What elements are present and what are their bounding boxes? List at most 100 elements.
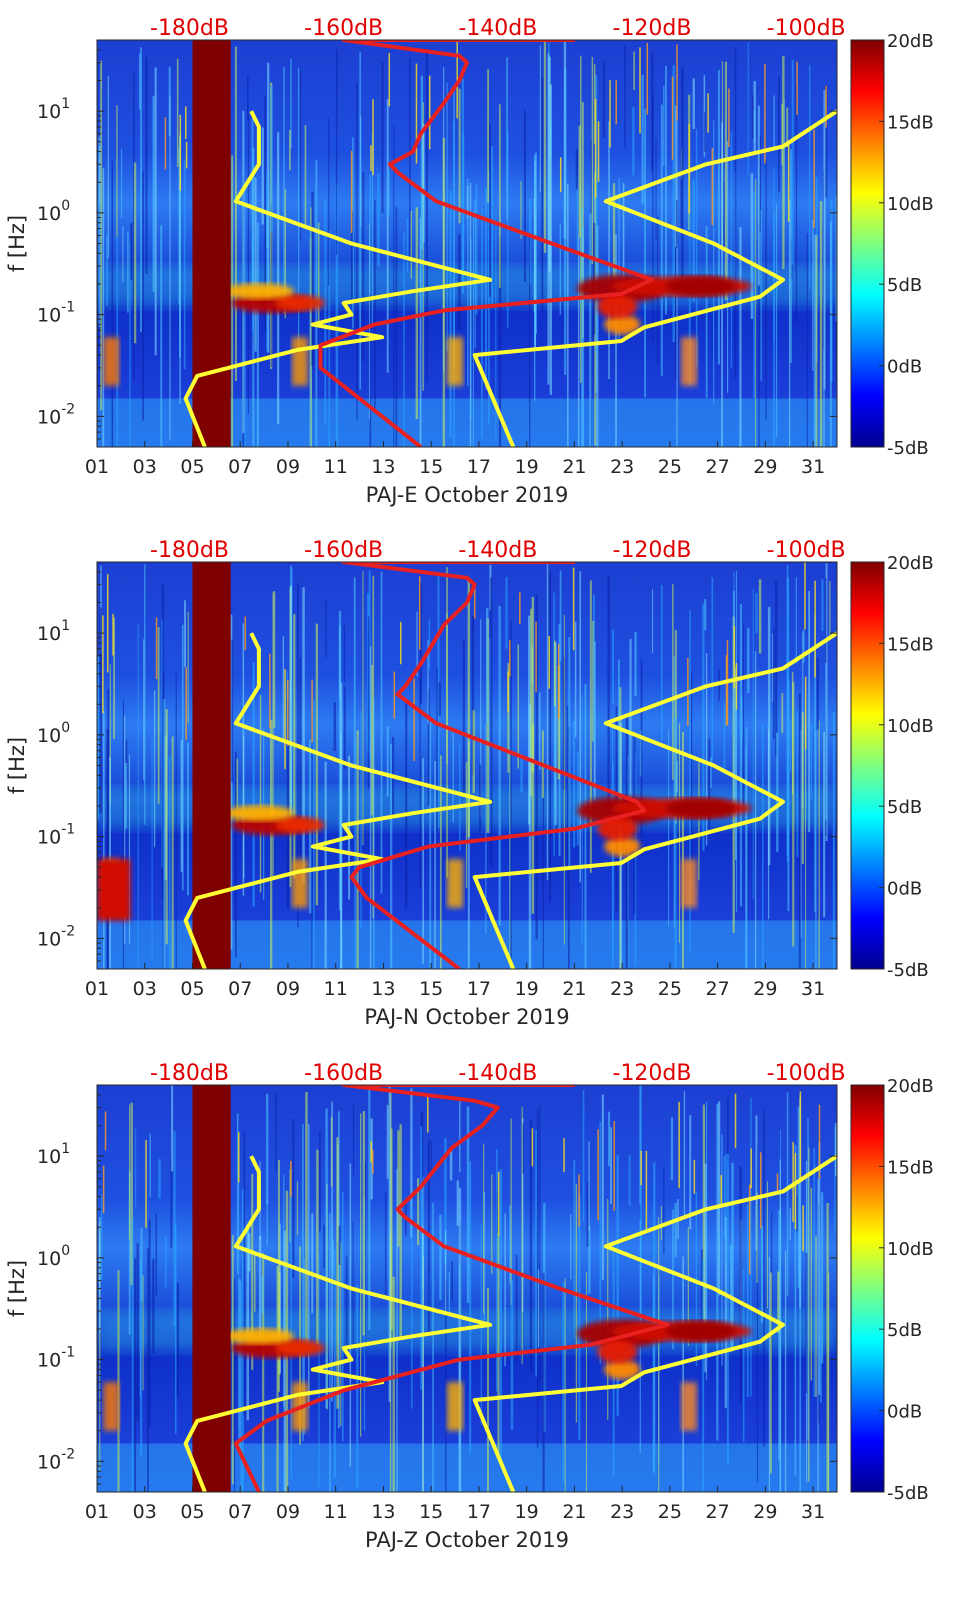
spectrogram-streak xyxy=(634,631,637,697)
spectrogram-streak xyxy=(444,1138,447,1265)
spectrogram-streak xyxy=(422,123,425,243)
spectrogram-streak xyxy=(97,656,100,821)
spectrogram-streak xyxy=(99,1217,101,1333)
y-tick-exponent: -1 xyxy=(61,1345,75,1361)
spectrogram-streak xyxy=(755,1115,758,1251)
low-frequency-hot-column xyxy=(447,337,464,386)
spectrogram-streak xyxy=(539,45,541,193)
spectrogram-streak xyxy=(702,1258,705,1492)
spectrogram-hot-streak xyxy=(559,157,562,193)
spectrogram-streak xyxy=(124,715,126,945)
spectrogram-streak xyxy=(367,616,370,789)
spectrogram-streak xyxy=(582,226,585,447)
colorbar-label: 0dB xyxy=(887,1402,922,1423)
median-psd-curve xyxy=(318,40,654,447)
spectrogram-streak xyxy=(792,682,795,947)
spectrogram-hot-streak xyxy=(748,1184,751,1275)
spectrogram-streak xyxy=(820,1192,824,1364)
y-axis-title: f [Hz] xyxy=(5,737,29,794)
spectrogram-streak xyxy=(446,567,448,878)
top-db-label: -120dB xyxy=(613,1061,692,1086)
spectrogram-streak xyxy=(805,1253,808,1394)
spectrogram-streak xyxy=(251,118,254,307)
spectrogram-streak xyxy=(487,69,489,203)
spectrogram-streak xyxy=(324,761,327,969)
spectrogram-streak xyxy=(592,594,595,743)
spectrogram-streak xyxy=(147,1248,149,1492)
spectrogram-streak xyxy=(311,1213,314,1314)
spectrogram-streak xyxy=(374,199,376,411)
spectrogram-hot-streak xyxy=(787,143,790,222)
spectrogram-streak xyxy=(734,46,737,379)
spectrogram-streak xyxy=(451,1261,453,1302)
spectrogram-streak xyxy=(395,207,398,447)
spectrogram-streak xyxy=(486,618,489,833)
spectrogram-streak xyxy=(507,663,510,773)
spectrogram-streak xyxy=(180,739,183,872)
spectrogram-hot-streak xyxy=(802,1205,804,1252)
spectrogram-streak xyxy=(176,58,179,167)
colorbar-label: 0dB xyxy=(887,357,922,378)
top-db-label: -180dB xyxy=(150,16,229,41)
spectrogram-streak xyxy=(491,145,494,308)
spectrogram-streak xyxy=(632,106,635,176)
spectrogram-streak xyxy=(238,1162,240,1428)
spectrogram-streak xyxy=(122,226,124,282)
spectrogram-streak xyxy=(429,721,432,969)
spectrogram-streak xyxy=(231,1235,234,1485)
spectrogram-streak xyxy=(826,1203,829,1492)
spectrogram-streak xyxy=(343,622,346,683)
y-axis-title: f [Hz] xyxy=(5,215,29,272)
spectrogram-hot-spot xyxy=(274,1340,325,1357)
spectrogram-streak xyxy=(304,125,307,227)
spectrogram-hot-streak xyxy=(733,625,736,689)
spectrogram-streak xyxy=(270,719,273,969)
spectrogram-streak xyxy=(796,1195,799,1232)
x-tick-label: 21 xyxy=(562,456,586,478)
x-tick-label: 31 xyxy=(801,456,825,478)
spectrogram-streak xyxy=(128,1104,130,1240)
spectrogram-streak xyxy=(143,639,145,780)
spectrogram-streak xyxy=(739,1166,742,1403)
spectrogram-streak xyxy=(510,620,512,967)
spectrogram-streak xyxy=(169,96,171,441)
spectrogram-streak xyxy=(290,58,292,148)
spectrogram-streak xyxy=(328,117,330,286)
spectrogram-streak xyxy=(109,664,111,803)
spectrogram-streak xyxy=(102,168,105,447)
spectrogram-streak xyxy=(815,235,818,447)
spectrogram-streak xyxy=(531,724,535,914)
spectrogram-streak xyxy=(368,570,371,760)
x-tick-label: 19 xyxy=(515,978,539,1000)
spectrogram-streak xyxy=(808,65,811,290)
spectrogram-streak xyxy=(674,1202,677,1258)
x-tick-label: 03 xyxy=(133,1501,157,1523)
spectrogram-streak xyxy=(506,57,508,220)
spectrogram-streak xyxy=(575,148,579,190)
x-tick-label: 03 xyxy=(133,456,157,478)
spectrogram-streak xyxy=(807,1118,809,1441)
spectrogram-streak xyxy=(340,682,343,969)
spectrogram-streak xyxy=(786,1092,789,1296)
spectrogram-streak xyxy=(690,671,693,875)
spectrogram-streak xyxy=(297,583,299,928)
spectrogram-streak xyxy=(270,85,273,233)
spectrogram-streak xyxy=(573,1159,576,1339)
spectrogram-streak xyxy=(99,1221,101,1472)
spectrogram-area xyxy=(97,562,837,969)
spectrogram-streak xyxy=(797,1106,800,1288)
spectrogram-streak xyxy=(562,1281,565,1483)
spectrogram-streak xyxy=(612,762,614,959)
spectrogram-hot-streak xyxy=(711,148,714,226)
colorbar-label: -5dB xyxy=(887,438,929,459)
spectrogram-streak xyxy=(258,1235,262,1336)
spectrogram-streak xyxy=(769,1272,772,1474)
spectrogram-streak xyxy=(490,577,493,868)
spectrogram-streak xyxy=(266,1199,268,1246)
spectrogram-streak xyxy=(702,1104,706,1322)
spectrogram-streak xyxy=(419,582,423,704)
spectrogram-streak xyxy=(151,737,153,959)
spectrogram-streak xyxy=(747,627,750,694)
x-tick-label: 25 xyxy=(658,978,682,1000)
